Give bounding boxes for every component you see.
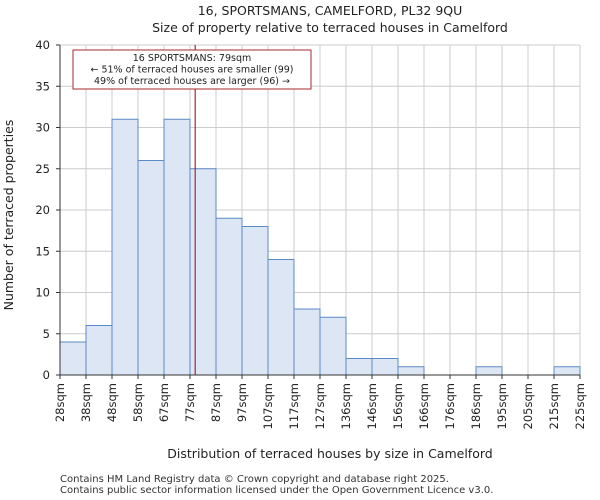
x-tick-label: 97sqm — [235, 383, 249, 422]
x-tick-label: 215sqm — [547, 383, 561, 429]
footer-licence: Contains public sector information licen… — [60, 485, 494, 496]
x-tick-label: 225sqm — [573, 383, 587, 429]
histogram-chart: 16, SPORTSMANS, CAMELFORD, PL32 9QU Size… — [1, 3, 587, 461]
x-tick-label: 136sqm — [339, 383, 353, 429]
histogram-bar — [215, 217, 243, 376]
histogram-bar — [345, 358, 373, 376]
x-tick-label: 38sqm — [79, 383, 93, 422]
x-axis-title: Distribution of terraced houses by size … — [167, 446, 492, 461]
chart-subtitle: Size of property relative to terraced ho… — [152, 20, 508, 35]
histogram-bar — [397, 366, 425, 376]
y-tick-label: 30 — [35, 121, 50, 135]
x-tick-label: 67sqm — [157, 383, 171, 422]
histogram-bar — [241, 226, 269, 376]
y-tick-label: 25 — [35, 162, 50, 176]
x-tick-label: 127sqm — [313, 383, 327, 429]
x-tick-label: 146sqm — [365, 383, 379, 429]
histogram-bar — [319, 316, 347, 376]
y-tick-label: 35 — [35, 79, 50, 93]
annotation-box — [72, 49, 312, 90]
x-tick-label: 156sqm — [391, 383, 405, 429]
y-tick-label: 0 — [43, 368, 50, 382]
x-tick-label: 77sqm — [183, 383, 197, 422]
chart-title: 16, SPORTSMANS, CAMELFORD, PL32 9QU — [198, 3, 463, 18]
x-tick-label: 107sqm — [261, 383, 275, 429]
x-tick-label: 186sqm — [469, 383, 483, 429]
y-tick-label: 10 — [35, 286, 50, 300]
axis-layer: 0 5 10 15 20 25 30 35 40 28sqm 38sqm 48sqm 58sqm 67sq… — [35, 38, 587, 429]
histogram-bar — [293, 308, 321, 376]
annotation-text: ← 51% of terraced houses are smaller (99… — [90, 65, 293, 76]
x-tick-label: 48sqm — [105, 383, 119, 422]
x-tick-label: 195sqm — [495, 383, 509, 429]
histogram-bar — [163, 118, 191, 376]
y-tick-label: 20 — [35, 203, 50, 217]
x-tick-label: 87sqm — [209, 383, 223, 422]
x-tick-label: 117sqm — [287, 383, 301, 429]
x-tick-label: 205sqm — [521, 383, 535, 429]
x-tick-label: 58sqm — [131, 383, 145, 422]
y-tick-label: 15 — [35, 244, 50, 258]
histogram-bar — [267, 259, 295, 376]
annotation-text: 16 SPORTSMANS: 79sqm — [133, 53, 251, 64]
annotation-text: 49% of terraced houses are larger (96) → — [94, 76, 290, 87]
histogram-bar — [137, 160, 165, 376]
y-tick-label: 5 — [43, 327, 50, 341]
y-axis-title: Number of terraced properties — [1, 120, 16, 311]
histogram-bar — [189, 168, 217, 376]
histogram-bar — [371, 358, 399, 376]
histogram-bar — [59, 341, 87, 376]
x-tick-label: 166sqm — [417, 383, 431, 429]
histogram-bar — [553, 366, 581, 376]
x-tick-label: 176sqm — [443, 383, 457, 429]
footer-copyright: Contains HM Land Registry data © Crown c… — [60, 474, 449, 485]
x-tick-label: 28sqm — [53, 383, 67, 422]
histogram-bar — [85, 325, 113, 376]
y-tick-label: 40 — [35, 38, 50, 52]
marker-layer: 16 SPORTSMANS: 79sqm← 51% of terraced ho… — [72, 45, 312, 375]
histogram-bar — [111, 118, 139, 376]
bars-layer — [59, 118, 581, 376]
histogram-bar — [475, 366, 503, 376]
